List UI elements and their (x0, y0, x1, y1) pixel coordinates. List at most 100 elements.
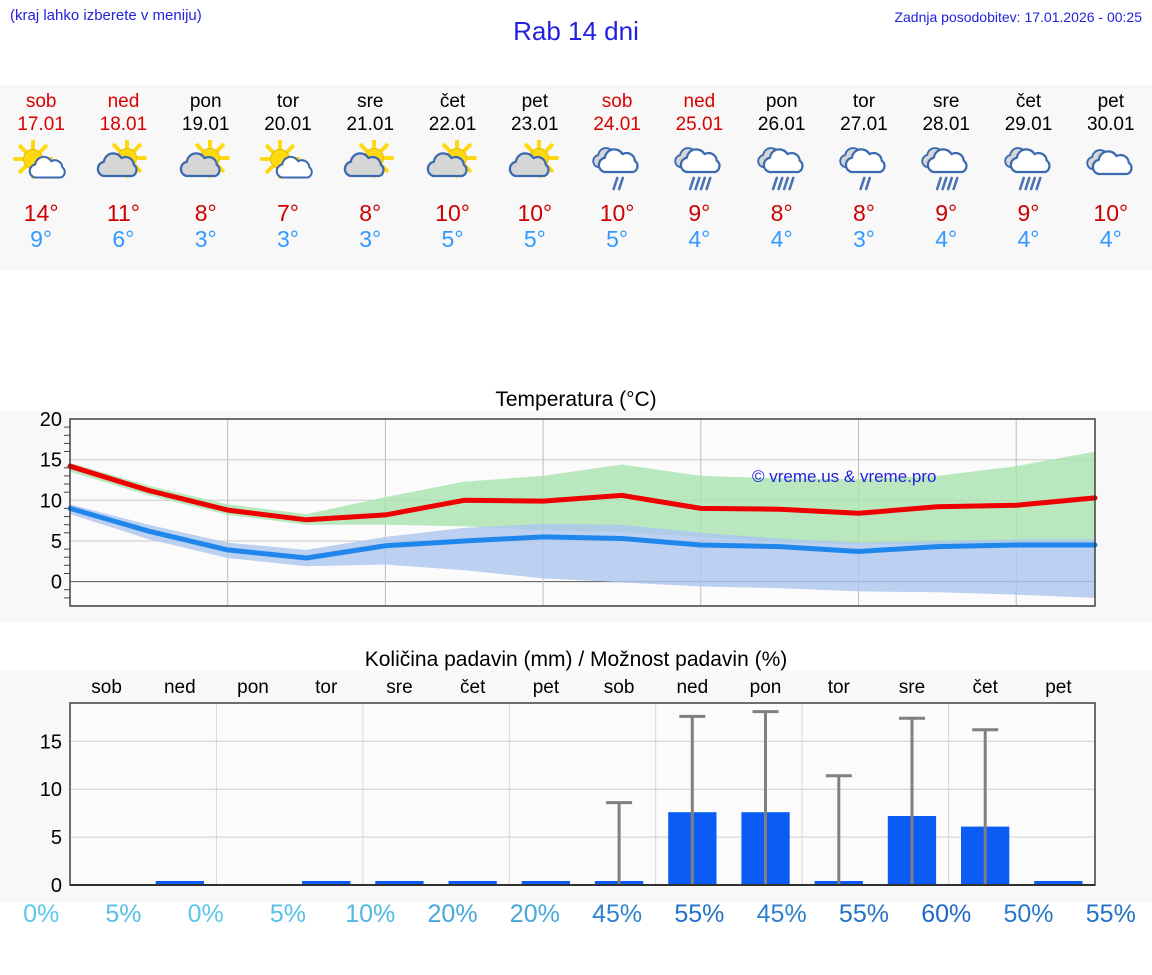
temperature-min: 4° (1017, 226, 1040, 252)
page-title: Rab 14 dni (513, 16, 639, 46)
day-name: ned (107, 91, 140, 112)
temperature-chart-title: Temperatura (°C) (495, 388, 657, 411)
day-date: 27.01 (840, 114, 888, 135)
day-date: 19.01 (181, 114, 230, 135)
daily-forecast-strip: sob 17.01 14° 9° ned 18.01 11° 6° pon 19.01 8° 3… (0, 85, 1152, 270)
svg-text:pet: pet (533, 677, 560, 698)
day-column[interactable]: sob 24.01 10° 5° (576, 85, 658, 270)
precipitation-chart-title: Količina padavin (mm) / Možnost padavin … (364, 648, 788, 671)
day-name: sob (25, 91, 57, 112)
temperature-max: 11° (106, 200, 140, 226)
svg-text:tor: tor (828, 677, 851, 698)
day-column[interactable]: tor 27.01 8° 3° (823, 85, 905, 270)
temperature-max: 9° (935, 200, 958, 226)
svg-text:20: 20 (40, 409, 62, 431)
day-date: 28.01 (922, 114, 970, 135)
day-column[interactable]: ned 25.01 9° 4° (658, 85, 740, 270)
temperature-max: 8° (359, 200, 382, 226)
day-column[interactable]: ned 18.01 11° 6° (82, 85, 164, 270)
temperature-max: 9° (688, 200, 711, 226)
day-column[interactable]: sre 21.01 8° 3° (329, 85, 411, 270)
svg-text:0: 0 (51, 572, 62, 594)
day-date: 29.01 (1004, 114, 1053, 135)
precipitation-probability-row: 0% 5% 0% 5% 10% 20% 20% 45% 55% 45% 55% 60% 50% 55% (0, 900, 1152, 940)
day-column[interactable]: sob 17.01 14° 9° (0, 85, 82, 270)
svg-text:15: 15 (40, 731, 62, 753)
sun-cloud-icon (12, 138, 70, 196)
day-date: 17.01 (17, 114, 65, 135)
precipitation-chart: 0 5 10 15 sob ned pon tor sre čet pet sob ned pon tor s… (40, 677, 1096, 897)
last-update-text: Zadnja posodobitev: 17.01.2026 - 00:25 (894, 9, 1142, 25)
cloud-rain-icon (917, 138, 975, 196)
cloud-rain-icon (670, 138, 728, 196)
temperature-min: 3° (276, 226, 299, 252)
day-name: sob (601, 91, 633, 112)
temperature-max: 8° (852, 200, 875, 226)
temperature-max: 10° (435, 200, 470, 226)
svg-text:5: 5 (51, 827, 62, 849)
precip-bar (448, 881, 497, 885)
svg-text:10: 10 (40, 779, 62, 801)
temperature-min: 3° (359, 226, 382, 252)
day-name: tor (276, 91, 300, 112)
day-name: ned (683, 91, 716, 112)
day-name: tor (852, 91, 876, 112)
day-column[interactable]: čet 29.01 9° 4° (987, 85, 1069, 270)
day-date: 25.01 (675, 114, 724, 135)
day-date: 22.01 (428, 114, 477, 135)
day-column[interactable]: pon 26.01 8° 4° (741, 85, 823, 270)
sun-behind-cloud-icon (424, 138, 482, 196)
day-date: 20.01 (264, 114, 312, 135)
svg-text:sre: sre (386, 677, 412, 698)
sun-cloud-icon (259, 138, 317, 196)
day-name: pon (189, 91, 222, 112)
day-column[interactable]: sre 28.01 9° 4° (905, 85, 987, 270)
cloud-rain-icon (1000, 138, 1058, 196)
day-date: 24.01 (593, 114, 641, 135)
precip-bar (521, 881, 570, 885)
svg-text:pet: pet (1045, 677, 1072, 698)
precipitation-probability: 0% (23, 900, 60, 928)
temperature-min: 5° (523, 226, 546, 252)
sun-behind-cloud-icon (341, 138, 399, 196)
day-column[interactable]: pet 23.01 10° 5° (494, 85, 576, 270)
svg-text:tor: tor (315, 677, 338, 698)
temperature-max: 10° (599, 200, 635, 226)
svg-text:čet: čet (460, 677, 486, 698)
temperature-min: 4° (935, 226, 958, 252)
day-name: pon (765, 91, 798, 112)
day-column[interactable]: pon 19.01 8° 3° (165, 85, 247, 270)
location-menu-note: (kraj lahko izberete v meniju) (10, 7, 202, 24)
day-name: sre (357, 91, 384, 112)
precipitation-probability: 55% (838, 900, 889, 928)
temperature-min: 5° (441, 226, 464, 252)
temperature-max: 8° (770, 200, 793, 226)
precipitation-probability: 20% (509, 900, 560, 928)
temperature-max: 10° (1093, 200, 1129, 226)
temperature-max: 7° (276, 200, 299, 226)
temperature-min: 3° (852, 226, 875, 252)
day-column[interactable]: čet 22.01 10° 5° (411, 85, 493, 270)
precipitation-probability: 10% (345, 900, 396, 928)
svg-text:© vreme.us & vreme.pro: © vreme.us & vreme.pro (752, 467, 936, 486)
temperature-max: 14° (23, 200, 59, 226)
temperature-min: 4° (1099, 226, 1122, 252)
page-header: (kraj lahko izberete v meniju) Rab 14 dn… (0, 0, 1152, 80)
day-name: čet (439, 91, 466, 112)
temperature-min: 5° (606, 226, 629, 252)
day-column[interactable]: tor 20.01 7° 3° (247, 85, 329, 270)
cloud-rain-icon (753, 138, 811, 196)
temperature-max: 8° (194, 200, 217, 226)
precipitation-probability: 55% (1085, 900, 1136, 928)
day-date: 18.01 (99, 114, 148, 135)
day-column[interactable]: pet 30.01 10° 4° (1070, 85, 1152, 270)
precipitation-probability: 55% (674, 900, 725, 928)
precipitation-probability: 20% (427, 900, 478, 928)
svg-text:ned: ned (676, 677, 708, 698)
precipitation-probability: 60% (921, 900, 972, 928)
svg-text:pon: pon (750, 677, 782, 698)
sun-behind-cloud-icon (177, 138, 235, 196)
svg-text:ned: ned (164, 677, 196, 698)
precipitation-probability: 0% (187, 900, 224, 928)
precip-bar (302, 881, 351, 885)
